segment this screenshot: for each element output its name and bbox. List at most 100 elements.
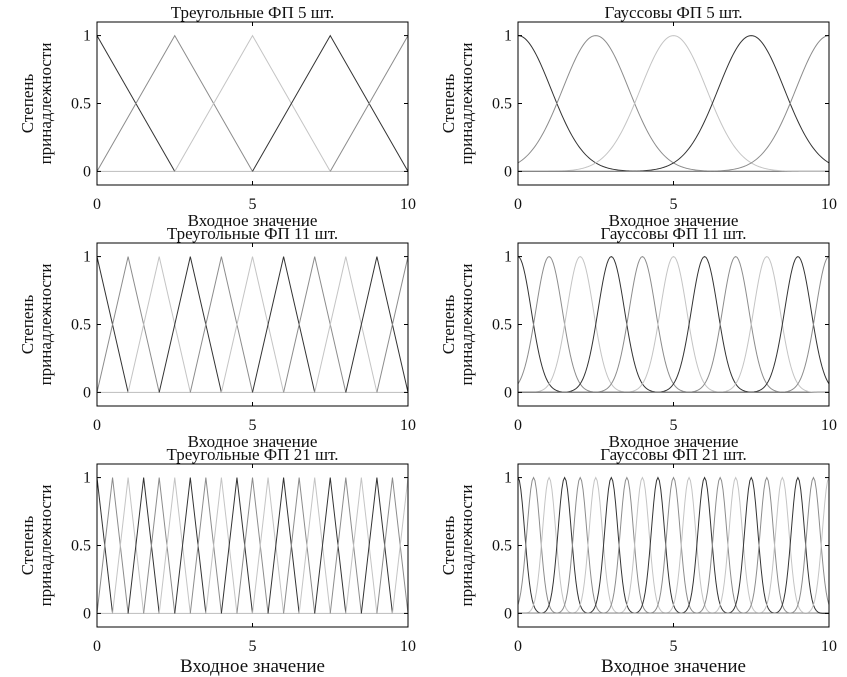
y-tick-label: 1 [504, 470, 512, 487]
mf-curve-4 [518, 476, 829, 614]
subplot-title: Треугольные ФП 11 шт. [167, 224, 338, 243]
y-tick-label: 0 [504, 384, 512, 401]
plot-frame [96, 21, 409, 186]
mf-curve-20 [376, 477, 409, 614]
mf-curve-14 [518, 476, 829, 614]
mf-curve-13 [267, 477, 300, 614]
x-tick-label: 10 [821, 417, 837, 434]
mf-curve-2 [517, 476, 829, 614]
mf-curve-7 [174, 477, 207, 614]
subplot-title: Треугольные ФП 21 шт. [167, 445, 339, 464]
mf-curves [96, 477, 409, 614]
mf-curve-5 [189, 256, 253, 393]
mf-curve-17 [329, 477, 362, 614]
y-axis-label-line-2: принадлежности [457, 43, 476, 165]
mf-curve-11 [518, 256, 830, 393]
mf-curve-3 [518, 476, 829, 614]
mf-curve-16 [314, 477, 347, 614]
mf-curve-12 [518, 476, 829, 614]
y-tick-label: 1 [83, 249, 91, 266]
mf-curve-19 [518, 476, 829, 614]
mf-curve-18 [518, 476, 829, 614]
mf-curve-18 [345, 477, 378, 614]
x-tick-label: 0 [93, 196, 101, 213]
mf-curve-12 [252, 477, 285, 614]
x-tick-label: 10 [821, 638, 837, 655]
mf-curves [517, 476, 830, 614]
mf-curve-9 [314, 256, 378, 393]
x-tick-label: 5 [670, 196, 678, 213]
mf-curve-7 [252, 256, 316, 393]
mf-curve-3 [518, 35, 829, 172]
x-tick-label: 10 [400, 196, 416, 213]
subplot-title: Гауссовы ФП 5 шт. [604, 3, 742, 22]
subplot-title: Гауссовы ФП 21 шт. [600, 445, 747, 464]
y-tick-label: 1 [83, 470, 91, 487]
mf-curve-1 [517, 35, 829, 172]
y-tick-label: 0.5 [492, 538, 512, 555]
mf-curve-10 [220, 477, 253, 614]
mf-curve-9 [205, 477, 238, 614]
plot-frame [96, 463, 409, 628]
x-tick-label: 5 [670, 417, 678, 434]
plot-frame [517, 463, 830, 628]
y-tick-label: 0 [83, 163, 91, 180]
y-tick-label: 0.5 [71, 538, 91, 555]
mf-curves [96, 34, 409, 172]
y-axis-label-line-2: принадлежности [36, 43, 55, 165]
y-axis-label-line-1: Степень [18, 515, 37, 575]
mf-curve-8 [189, 477, 222, 614]
mf-curves [517, 256, 830, 393]
y-tick-label: 1 [504, 28, 512, 45]
mf-curve-10 [518, 476, 829, 614]
mf-curve-2 [96, 477, 129, 614]
mf-curve-3 [127, 256, 191, 393]
mf-curve-4 [518, 35, 830, 172]
mf-curve-2 [517, 35, 829, 172]
x-tick-label: 0 [93, 417, 101, 434]
x-tick-label: 0 [93, 638, 101, 655]
y-tick-label: 0.5 [492, 317, 512, 334]
mf-curve-21 [518, 477, 830, 614]
y-axis-label-line-2: принадлежности [457, 485, 476, 607]
mf-curve-11 [518, 476, 829, 614]
mf-curve-11 [236, 477, 269, 614]
x-axis-label: Входное значение [188, 432, 318, 451]
mf-curve-2 [96, 34, 253, 172]
x-tick-label: 10 [821, 196, 837, 213]
mf-curve-9 [518, 476, 829, 614]
mf-curve-14 [283, 477, 316, 614]
x-tick-label: 5 [670, 638, 678, 655]
y-axis-label-line-1: Степень [18, 73, 37, 133]
y-axis-label-line-1: Степень [439, 73, 458, 133]
y-axis-label-line-1: Степень [439, 515, 458, 575]
mf-curve-13 [518, 476, 829, 614]
mf-curve-5 [329, 35, 409, 172]
mf-curve-3 [112, 477, 145, 614]
x-tick-label: 5 [249, 638, 257, 655]
mf-curve-8 [283, 256, 347, 393]
mf-curve-3 [174, 34, 331, 172]
x-tick-label: 0 [514, 638, 522, 655]
mf-curve-4 [158, 256, 222, 393]
x-tick-label: 0 [514, 196, 522, 213]
y-tick-label: 0 [83, 384, 91, 401]
y-axis-label-line-2: принадлежности [36, 264, 55, 386]
x-tick-label: 5 [249, 417, 257, 434]
mf-curve-21 [391, 477, 409, 614]
y-tick-label: 1 [83, 28, 91, 45]
x-axis-label: Входное значение [609, 432, 739, 451]
mf-curves [96, 256, 409, 393]
mf-curve-2 [96, 256, 160, 393]
mf-curve-15 [518, 476, 829, 614]
mf-curve-5 [518, 476, 829, 614]
mf-curve-4 [127, 477, 160, 614]
mf-curve-15 [298, 477, 331, 614]
x-tick-label: 10 [400, 417, 416, 434]
